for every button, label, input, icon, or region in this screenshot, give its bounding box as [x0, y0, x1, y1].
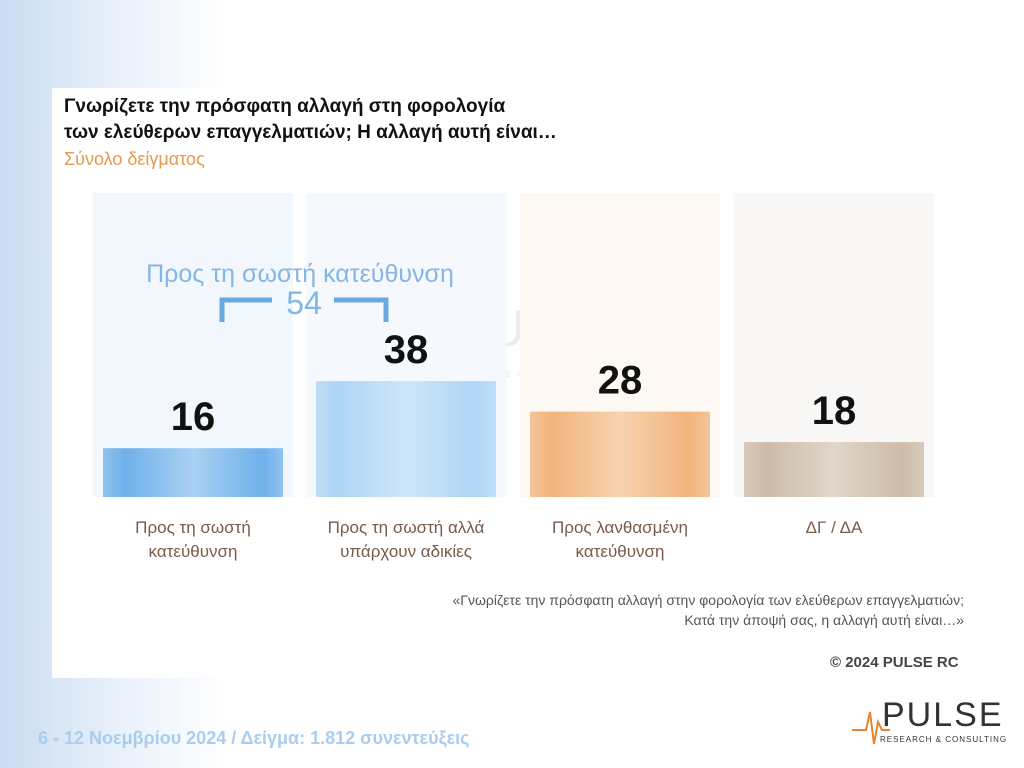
category-label: ΔΓ / ΔΑ — [805, 518, 863, 537]
bar — [744, 442, 924, 497]
category-label: Προς τη σωστή κατεύθυνση — [135, 518, 251, 561]
copyright: © 2024 PULSE RC — [830, 654, 959, 671]
category-label: Προς λανθασμένη κατεύθυνση — [552, 518, 688, 561]
value-label: 16 — [171, 395, 216, 439]
title-line: των ελεύθερων επαγγελματιών; Η αλλαγή αυ… — [64, 122, 557, 143]
footnote-line: «Γνωρίζετε την πρόσφατη αλλαγή στην φορο… — [452, 592, 965, 608]
bracket — [219, 297, 389, 322]
watermark-tagline: RESEARCH & CONSULTING — [428, 369, 603, 380]
annotation-value: 54 — [286, 285, 322, 321]
category-label: Προς τη σωστή αλλά υπάρχουν αδικίες — [327, 518, 485, 561]
subtitle: Σύνολο δείγματος — [64, 149, 205, 169]
logo-tagline: RESEARCH & CONSULTING — [880, 735, 1007, 744]
annotation-label: Προς τη σωστή κατεύθυνση — [146, 260, 454, 288]
bar — [530, 411, 710, 497]
footnote-line: Κατά την άποψή σας, η αλλαγή αυτή είναι…… — [684, 612, 964, 628]
bar — [316, 381, 496, 497]
value-label: 28 — [598, 359, 643, 403]
title-line: Γνωρίζετε την πρόσφατη αλλαγή στη φορολο… — [64, 96, 506, 117]
logo-pulse-line — [852, 711, 890, 745]
fieldwork: 6 - 12 Νοεμβρίου 2024 / Δείγμα: 1.812 συ… — [38, 728, 470, 749]
column-background — [93, 193, 293, 497]
bar — [103, 448, 283, 497]
value-label: 38 — [384, 328, 429, 372]
value-label: 18 — [812, 389, 857, 433]
logo-name: PULSE — [882, 696, 1004, 734]
